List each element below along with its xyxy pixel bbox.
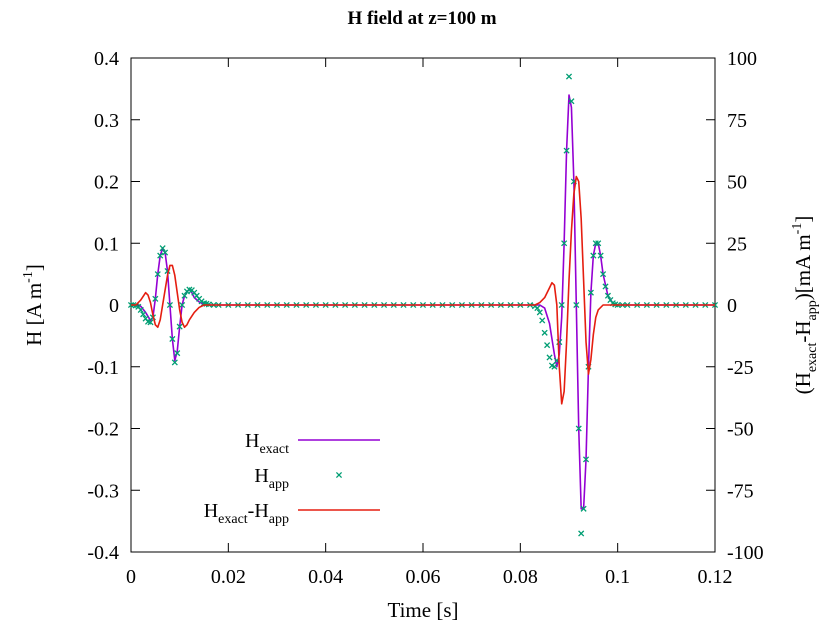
y2-axis-label-sup: -1: [790, 223, 805, 235]
y2-tick-label: -100: [727, 542, 764, 564]
x-tick-label: 0.02: [211, 566, 246, 588]
series-1-point: [561, 240, 568, 247]
series-1-point: [578, 530, 585, 537]
x-axis-label: Time [s]: [388, 598, 459, 622]
legend-label-app: Happ: [254, 465, 289, 492]
y2-tick-label: 50: [727, 172, 747, 194]
legend-label-diff: Hexact-Happ: [204, 500, 289, 527]
series-1-point: [546, 354, 553, 361]
y-tick-label: -0.3: [87, 480, 119, 502]
y2-axis-label-mid: )[mA m: [791, 234, 815, 300]
y-axis-label: H [A m-1]: [21, 264, 46, 346]
y-axis-label-close: ]: [22, 264, 46, 271]
series-1-point: [575, 425, 582, 432]
legend-exact-main: H: [245, 430, 259, 452]
series-1-point: [147, 319, 154, 326]
y-axis-label-sup: -1: [21, 271, 36, 283]
series-1-point: [592, 240, 599, 247]
legend-sample-1: [335, 471, 343, 479]
series-1-point: [541, 329, 548, 336]
legend: Hexact Happ Hexact-Happ: [204, 430, 380, 527]
series-1-point: [171, 359, 178, 366]
y-tick-label: 0: [109, 295, 119, 317]
x-tick-label: 0.04: [308, 566, 343, 588]
series-layer: [127, 73, 719, 537]
y-tick-label: 0.4: [94, 48, 119, 70]
legend-diff-dash: -H: [248, 500, 269, 522]
y2-tick-label: -25: [727, 357, 754, 379]
series-1-point: [595, 240, 602, 247]
series-1-point: [534, 305, 541, 312]
series-1-point: [600, 271, 607, 278]
series-1-point: [558, 301, 565, 309]
series-1-point: [159, 245, 166, 252]
y2-axis-label-sub2: app: [805, 300, 820, 320]
series-1-point: [602, 283, 609, 290]
x-tick-label: 0: [126, 566, 136, 588]
y2-axis-label-open: (H: [791, 372, 815, 394]
y-axis-label-main: H [A m: [22, 283, 46, 346]
series-1-point: [536, 309, 543, 316]
x-tick-label: 0.12: [698, 566, 733, 588]
y2-tick-label: 75: [727, 110, 747, 132]
series-2-line: [131, 175, 715, 405]
series-1-point: [568, 98, 575, 105]
series-1-point: [597, 252, 604, 259]
series-1-point: [157, 252, 164, 259]
series-1-point: [551, 363, 558, 370]
series-1-point: [162, 249, 169, 256]
series-1-point: [539, 317, 546, 324]
legend-diff-main: H: [204, 500, 218, 522]
y2-axis-label: (Hexact-Happ)[mA m-1]: [790, 216, 820, 395]
series-1-point: [580, 505, 587, 512]
x-tick-label: 0.08: [503, 566, 538, 588]
y-tick-label: 0.2: [94, 172, 119, 194]
series-1-point: [544, 342, 551, 349]
legend-app-sub: app: [269, 477, 289, 492]
legend-label-exact: Hexact: [245, 430, 289, 457]
y2-axis-label-sub1: exact: [805, 343, 820, 373]
legend-app-main: H: [254, 465, 268, 487]
series-1-point: [590, 252, 597, 259]
legend-diff-sub1: exact: [218, 512, 248, 527]
x-tick-label: 0.06: [406, 566, 441, 588]
series-1-point: [154, 271, 161, 278]
series-1-point: [587, 289, 594, 296]
series-1-point: [152, 295, 159, 302]
y-tick-label: -0.2: [87, 419, 119, 441]
series-1-point: [169, 335, 176, 343]
legend-exact-sub: exact: [259, 442, 289, 457]
series-1-point: [176, 323, 183, 330]
y2-tick-label: 25: [727, 233, 747, 255]
y-tick-label: 0.1: [94, 233, 119, 255]
y-tick-label: -0.1: [87, 357, 119, 379]
series-1-point: [166, 301, 173, 309]
series-0-line: [130, 94, 715, 510]
legend-samples: [298, 439, 380, 511]
chart-title: H field at z=100 m: [347, 8, 496, 29]
series-1-point: [565, 73, 573, 80]
series-1-point: [604, 292, 611, 299]
y2-tick-label: -50: [727, 419, 754, 441]
y2-axis-label-close: ]: [791, 216, 815, 223]
series-1-point: [179, 301, 186, 309]
legend-diff-sub2: app: [269, 512, 289, 527]
series-1-point: [137, 306, 144, 313]
series-1-point: [573, 301, 580, 309]
y2-axis-label-dash: -H: [791, 320, 815, 342]
x-tick-label: 0.1: [605, 566, 630, 588]
y2-tick-label: 0: [727, 295, 737, 317]
y2-tick-label: 100: [727, 48, 757, 70]
y-tick-label: -0.4: [87, 542, 119, 564]
series-1-point: [563, 147, 570, 154]
series-1-point: [140, 311, 147, 318]
y-tick-label: 0.3: [94, 110, 119, 132]
y2-tick-label: -75: [727, 480, 754, 502]
series-1-point: [174, 350, 181, 357]
series-1-point: [582, 456, 590, 463]
axis-tick-labels: 0 0.02 0.04 0.06 0.08 0.1 0.12 0.4 0.3 0.2 0.1 0 -0.…: [87, 48, 763, 588]
series-1-point: [181, 292, 188, 299]
